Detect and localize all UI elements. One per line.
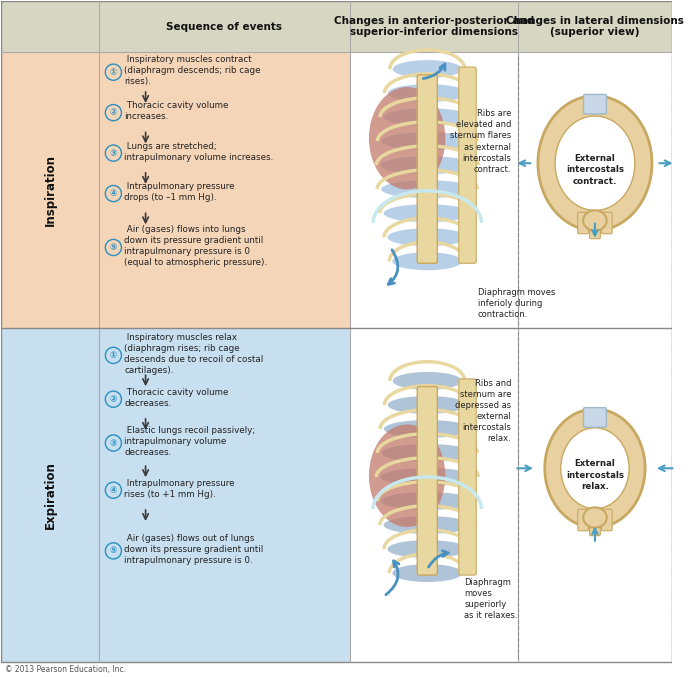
Text: Intrapulmonary pressure
drops (to –1 mm Hg).: Intrapulmonary pressure drops (to –1 mm … <box>124 182 234 202</box>
Ellipse shape <box>583 507 607 527</box>
FancyBboxPatch shape <box>518 52 672 328</box>
FancyBboxPatch shape <box>99 52 350 328</box>
FancyBboxPatch shape <box>458 67 476 263</box>
FancyBboxPatch shape <box>589 514 601 536</box>
Ellipse shape <box>583 211 607 231</box>
Ellipse shape <box>384 516 471 534</box>
Ellipse shape <box>387 228 467 246</box>
Ellipse shape <box>380 156 474 174</box>
Text: ④: ④ <box>110 189 117 198</box>
Ellipse shape <box>382 180 473 198</box>
Ellipse shape <box>382 132 473 150</box>
FancyBboxPatch shape <box>350 52 518 328</box>
FancyBboxPatch shape <box>458 379 476 575</box>
Text: Thoracic cavity volume
increases.: Thoracic cavity volume increases. <box>124 102 228 121</box>
Text: ②: ② <box>110 395 117 403</box>
Text: Ribs and
sternum are
depressed as
external
intercostals
relax.: Ribs and sternum are depressed as extern… <box>455 379 511 443</box>
FancyBboxPatch shape <box>589 217 601 239</box>
Ellipse shape <box>384 204 471 222</box>
Text: ⑤: ⑤ <box>110 243 117 252</box>
Text: Inspiration: Inspiration <box>43 154 57 226</box>
Ellipse shape <box>369 87 445 190</box>
FancyBboxPatch shape <box>1 1 672 52</box>
Text: ⑤: ⑤ <box>110 546 117 555</box>
FancyBboxPatch shape <box>99 328 350 662</box>
FancyBboxPatch shape <box>518 328 672 662</box>
Ellipse shape <box>393 60 462 78</box>
Ellipse shape <box>384 420 470 438</box>
FancyBboxPatch shape <box>417 74 438 263</box>
Text: Lungs are stretched;
intrapulmonary volume increases.: Lungs are stretched; intrapulmonary volu… <box>124 141 274 162</box>
FancyBboxPatch shape <box>578 212 589 234</box>
Ellipse shape <box>382 492 473 510</box>
Ellipse shape <box>561 428 629 508</box>
FancyBboxPatch shape <box>584 408 606 427</box>
Text: Sequence of events: Sequence of events <box>167 22 282 32</box>
Text: ③: ③ <box>110 439 117 447</box>
FancyBboxPatch shape <box>1 328 99 662</box>
Ellipse shape <box>538 95 652 231</box>
Text: ①: ① <box>110 351 117 360</box>
Text: Changes in lateral dimensions
(superior view): Changes in lateral dimensions (superior … <box>506 16 684 37</box>
Text: Inspiratory muscles contract
(diaphragm descends; rib cage
rises).: Inspiratory muscles contract (diaphragm … <box>124 56 260 87</box>
Ellipse shape <box>392 564 462 582</box>
Text: Changes in anterior-posterior and
superior-inferior dimensions: Changes in anterior-posterior and superi… <box>334 16 534 37</box>
Ellipse shape <box>392 253 462 270</box>
Text: External
intercostals
relax.: External intercostals relax. <box>566 460 624 491</box>
Ellipse shape <box>387 540 467 558</box>
Ellipse shape <box>384 108 470 126</box>
Ellipse shape <box>393 372 462 390</box>
Text: Air (gases) flows into lungs
down its pressure gradient until
intrapulmonary pre: Air (gases) flows into lungs down its pr… <box>124 225 267 267</box>
Ellipse shape <box>388 396 467 414</box>
Ellipse shape <box>545 409 645 527</box>
Text: Intrapulmonary pressure
rises (to +1 mm Hg).: Intrapulmonary pressure rises (to +1 mm … <box>124 479 234 499</box>
Ellipse shape <box>382 444 473 462</box>
Text: Diaphragm moves
inferioly during
contraction.: Diaphragm moves inferioly during contrac… <box>477 288 555 319</box>
FancyBboxPatch shape <box>417 387 438 575</box>
Text: Inspiratory muscles relax
(diaphragm rises; rib cage
descends due to recoil of c: Inspiratory muscles relax (diaphragm ris… <box>124 333 263 375</box>
FancyBboxPatch shape <box>601 212 612 234</box>
Text: ③: ③ <box>110 148 117 158</box>
FancyBboxPatch shape <box>601 509 612 531</box>
FancyBboxPatch shape <box>1 52 99 328</box>
Text: Thoracic cavity volume
decreases.: Thoracic cavity volume decreases. <box>124 388 228 408</box>
Text: Expiration: Expiration <box>43 461 57 529</box>
Text: Elastic lungs recoil passively;
intrapulmonary volume
decreases.: Elastic lungs recoil passively; intrapul… <box>124 426 256 457</box>
FancyBboxPatch shape <box>350 328 518 662</box>
Ellipse shape <box>388 84 467 102</box>
Ellipse shape <box>555 116 635 211</box>
Text: ④: ④ <box>110 485 117 495</box>
Text: ①: ① <box>110 68 117 77</box>
Text: Diaphragm
moves
superiorly
as it relaxes.: Diaphragm moves superiorly as it relaxes… <box>464 578 518 620</box>
Text: © 2013 Pearson Education, Inc.: © 2013 Pearson Education, Inc. <box>5 665 126 674</box>
Ellipse shape <box>380 468 474 486</box>
FancyBboxPatch shape <box>584 94 606 114</box>
FancyBboxPatch shape <box>578 509 589 531</box>
Text: External
intercostals
contract.: External intercostals contract. <box>566 154 624 185</box>
Text: Ribs are
elevated and
sternum flares
as external
intercostals
contract.: Ribs are elevated and sternum flares as … <box>450 109 511 174</box>
Text: Air (gases) flows out of lungs
down its pressure gradient until
intrapulmonary p: Air (gases) flows out of lungs down its … <box>124 534 263 565</box>
Ellipse shape <box>369 424 445 527</box>
Text: ②: ② <box>110 108 117 117</box>
